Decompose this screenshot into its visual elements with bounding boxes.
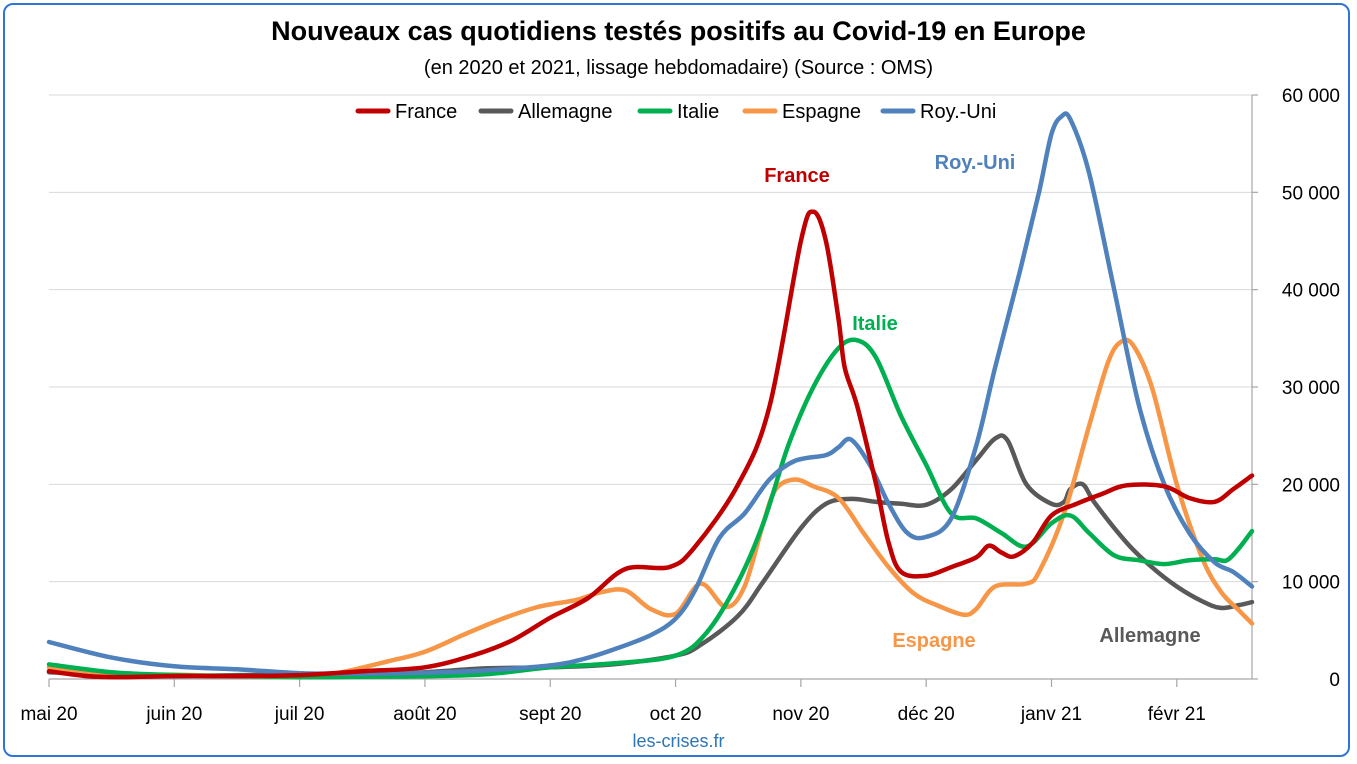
- legend-label: Allemagne: [518, 101, 613, 123]
- x-tick-label: sept 20: [519, 704, 581, 725]
- x-tick-label: févr 21: [1148, 704, 1206, 725]
- y-tick-label: 50 000: [1282, 183, 1340, 204]
- inline-label: Espagne: [892, 630, 975, 652]
- x-tick-label: oct 20: [650, 704, 702, 725]
- x-tick-label: juin 20: [145, 704, 202, 725]
- legend-label: Roy.-Uni: [920, 101, 996, 123]
- series-line-espagne: [46, 337, 1255, 680]
- x-tick-label: nov 20: [772, 704, 829, 725]
- series-line-italie: [46, 337, 1255, 680]
- legend-label: Italie: [677, 101, 719, 123]
- inline-label: Italie: [852, 313, 898, 335]
- x-tick-label: juil 20: [274, 704, 325, 725]
- y-tick-label: 30 000: [1282, 378, 1340, 399]
- chart-title: Nouveaux cas quotidiens testés positifs …: [271, 16, 1086, 46]
- series-line-allemagne: [46, 433, 1255, 679]
- y-tick-label: 60 000: [1282, 86, 1340, 107]
- series-line-france: [46, 209, 1255, 680]
- y-tick-label: 10 000: [1282, 573, 1340, 594]
- series-line-royuni: [46, 111, 1255, 676]
- chart-frame: [3, 3, 1350, 757]
- y-tick-label: 0: [1329, 670, 1340, 691]
- legend-label: Espagne: [782, 101, 861, 123]
- legend-label: France: [395, 101, 457, 123]
- chart-subtitle: (en 2020 et 2021, lissage hebdomadaire) …: [423, 57, 934, 79]
- x-tick-label: déc 20: [898, 704, 955, 725]
- x-tick-label: mai 20: [20, 704, 77, 725]
- inline-label: Allemagne: [1099, 625, 1200, 647]
- x-tick-label: janv 21: [1020, 704, 1082, 725]
- inline-label: Roy.-Uni: [935, 152, 1016, 174]
- x-tick-label: août 20: [393, 704, 456, 725]
- y-tick-label: 40 000: [1282, 281, 1340, 302]
- inline-label: France: [764, 165, 830, 187]
- source-note: les-crises.fr: [632, 731, 725, 751]
- y-tick-label: 20 000: [1282, 475, 1340, 496]
